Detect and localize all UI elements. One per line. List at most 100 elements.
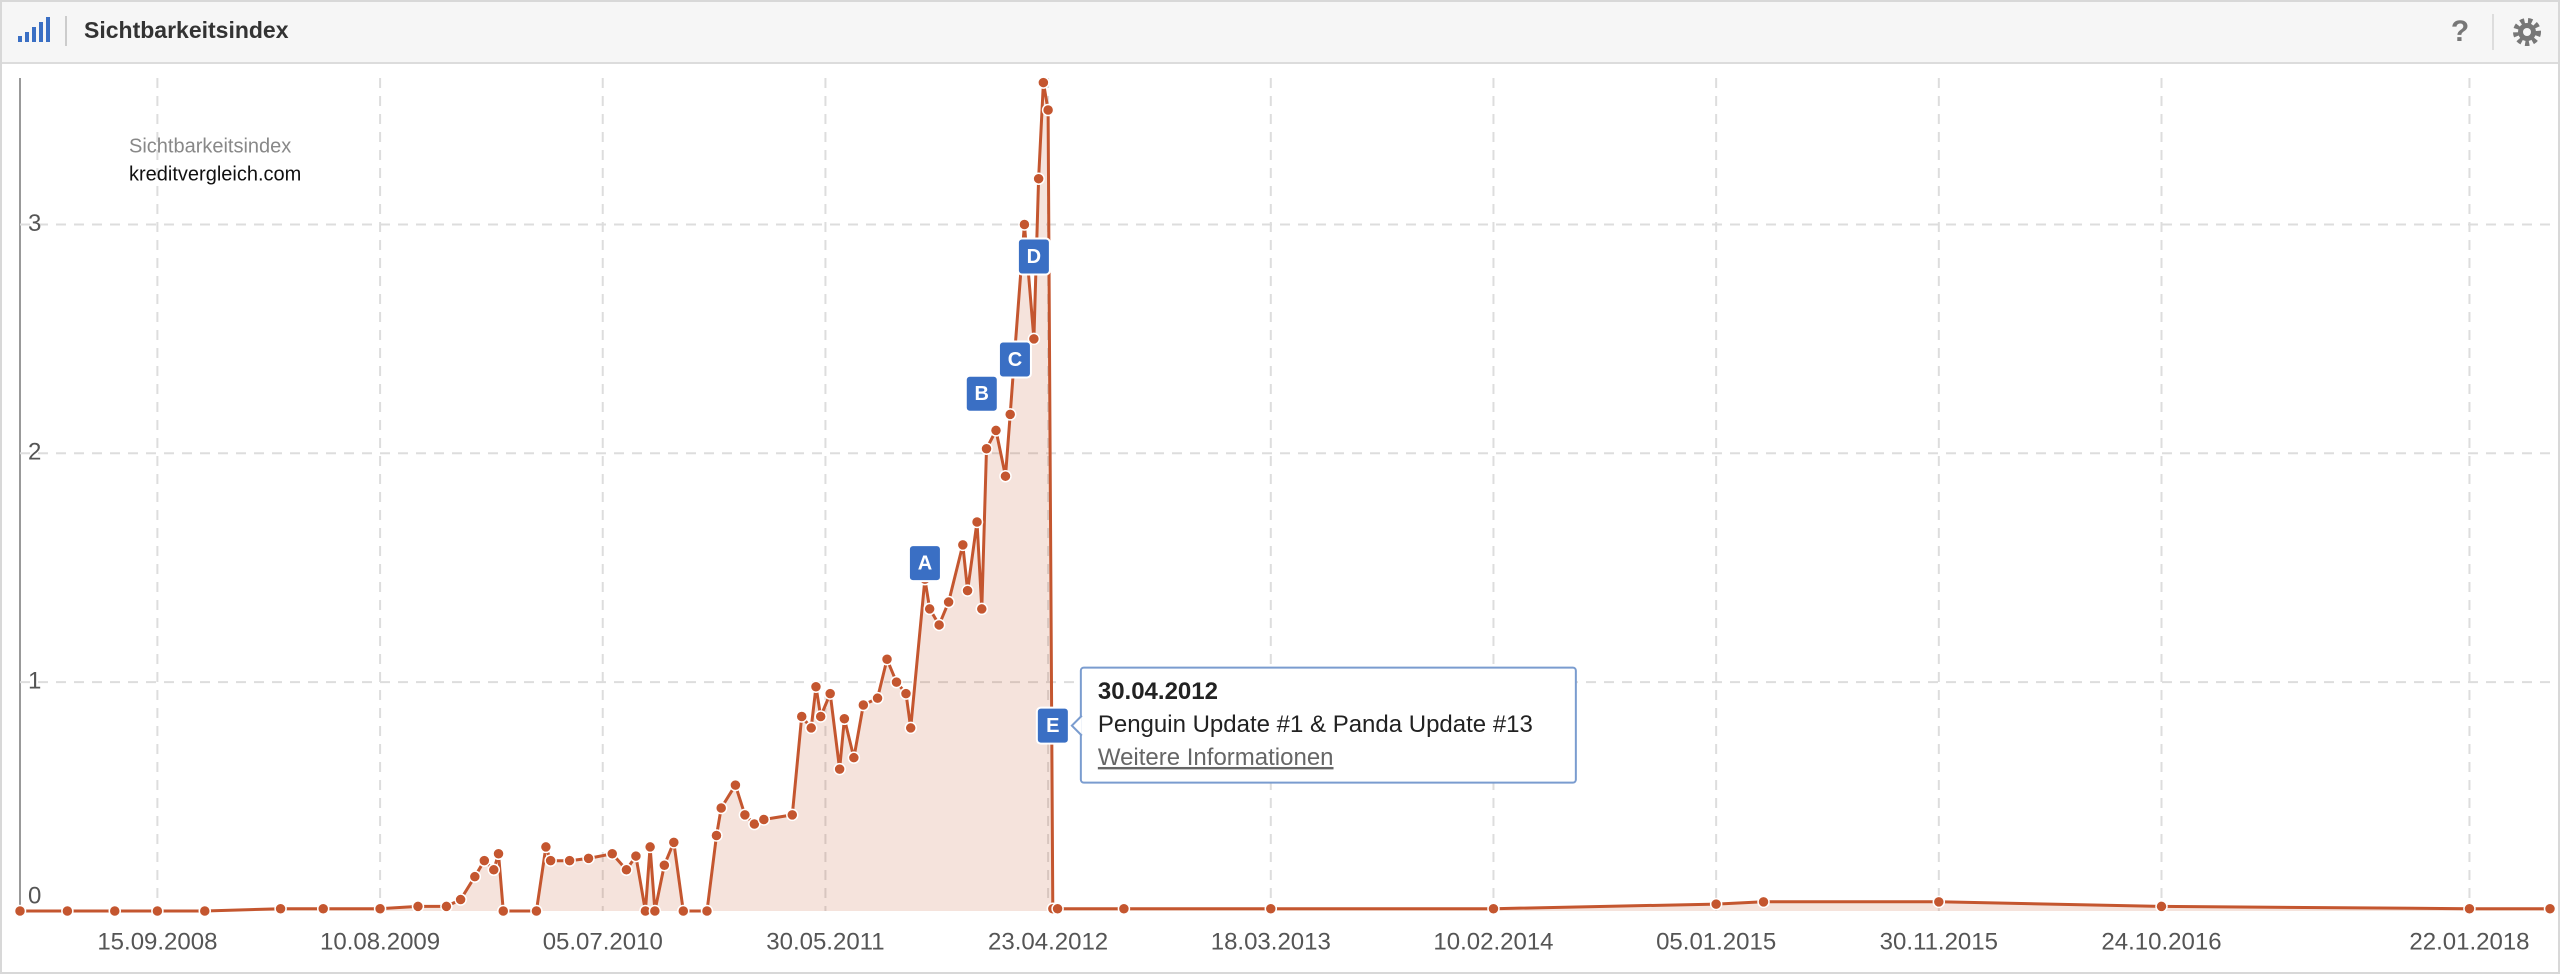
point [487,863,501,877]
point [714,801,728,815]
point [795,710,808,723]
point [809,680,823,693]
x-tick-label: 05.07.2010 [543,928,663,955]
point [605,847,619,861]
point [411,900,425,913]
tooltip-date: 30.04.2012 [1098,678,1218,705]
point [478,854,491,867]
point [658,858,671,872]
flag-label: D [1027,246,1041,268]
point [667,836,681,849]
point [847,751,861,764]
x-tick-label: 18.03.2013 [1211,928,1331,955]
point [923,602,936,616]
point [1032,172,1045,185]
point [970,515,984,529]
point [999,469,1012,483]
point [643,840,657,854]
point [198,904,212,918]
point [373,902,387,915]
point [786,808,799,822]
y-tick-label: 0 [28,882,41,909]
point [544,854,557,867]
y-tick-label: 1 [28,667,41,694]
point [757,813,771,826]
point [108,904,122,918]
point [700,904,714,918]
x-tick-label: 10.08.2009 [320,928,440,955]
point [316,902,330,915]
x-tick-label: 30.11.2015 [1880,928,1998,955]
x-tick-label: 22.01.2018 [2409,928,2529,955]
point [497,904,510,918]
point [2155,900,2168,913]
point [648,904,662,918]
point [729,778,742,792]
tooltip-link[interactable]: Weitere Informationen [1098,744,1334,771]
point [961,584,974,597]
flag-box [907,544,942,583]
point [738,808,752,822]
flag-box [997,340,1032,379]
flag-label: E [1046,715,1059,737]
point [975,602,989,616]
x-tick-label: 10.02.2014 [1433,928,1553,955]
point [13,904,27,918]
point [1027,332,1041,346]
signal-icon [18,17,50,42]
point [956,538,970,552]
point [880,653,894,666]
point [980,442,993,455]
x-tick-label: 24.10.2016 [2101,928,2221,955]
x-tick-label: 05.01.2015 [1656,928,1776,955]
annotation-flag[interactable]: E [1035,706,1070,745]
point [61,904,74,918]
point [1487,902,1500,915]
point [1264,902,1278,915]
point [1932,895,1946,909]
annotation-flag[interactable]: D [1016,237,1051,276]
y-tick-label: 2 [28,439,41,466]
point [710,829,723,842]
annotation-flag[interactable]: B [964,374,999,413]
annotation-flag[interactable]: A [907,544,942,583]
x-tick-label: 23.04.2012 [988,928,1108,955]
point [468,870,482,883]
x-tick-label: 15.09.2008 [97,928,217,955]
legend-domain: kreditvergleich.com [129,163,301,185]
point [1018,218,1031,231]
point [151,904,164,918]
flag-label: B [975,383,989,405]
tooltip-pointer [1070,714,1083,737]
point [1041,103,1055,117]
point [1709,897,1723,911]
flag-box [964,374,999,413]
point [1037,76,1050,89]
flag-label: C [1008,349,1022,371]
point [530,904,543,918]
point [932,618,946,632]
point [989,424,1003,437]
point [492,847,505,861]
point [1003,408,1017,421]
plot: 0 1 2 3 15.09.2008 10.08.2009 05.07.2010 30.05.… [13,76,2557,955]
point [904,721,917,735]
point [814,710,827,723]
point [804,721,818,735]
help-icon[interactable]: ? [2451,15,2469,48]
point [563,854,576,867]
tooltip-text: Penguin Update #1 & Panda Update #13 [1098,711,1533,738]
flag-box [1035,706,1070,745]
x-tick-label: 30.05.2011 [766,928,884,955]
settings-icon[interactable] [2513,18,2541,46]
point [823,687,837,700]
annotation-flag[interactable]: C [997,340,1032,379]
point [899,687,913,700]
legend-title: Sichtbarkeitsindex [129,135,291,157]
point [2543,902,2557,915]
point [2463,902,2476,915]
point [871,691,884,705]
point [1051,902,1064,915]
flag-label: A [918,552,932,574]
